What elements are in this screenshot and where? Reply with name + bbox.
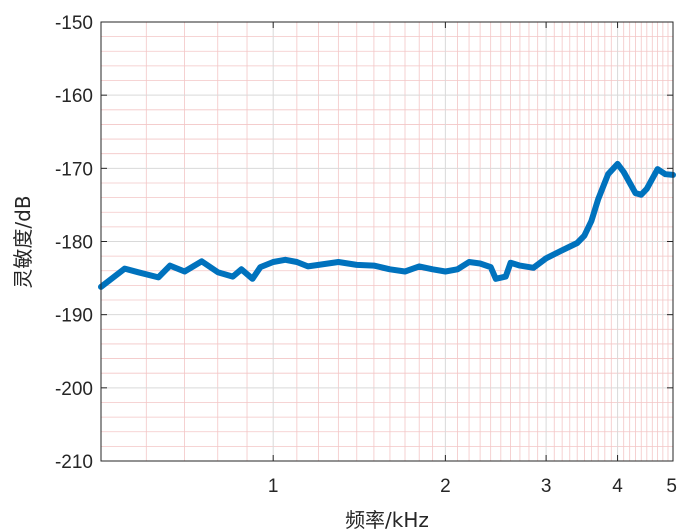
sensitivity-data-point — [315, 262, 322, 268]
sensitivity-data-point — [294, 259, 300, 265]
x-tick-label: 4 — [612, 476, 623, 497]
y-axis-label: 灵敏度/dB — [11, 195, 35, 288]
y-tick-label: -150 — [55, 13, 93, 34]
sensitivity-data-point — [632, 190, 639, 196]
sensitivity-data-point — [416, 263, 422, 269]
sensitivity-data-point — [122, 266, 128, 272]
sensitivity-data-point — [182, 268, 188, 275]
sensitivity-data-point — [238, 266, 244, 272]
y-tick-label: -210 — [55, 452, 93, 473]
sensitivity-data-point — [270, 259, 276, 265]
sensitivity-data-point — [371, 263, 377, 269]
x-tick-label: 1 — [268, 476, 279, 497]
sensitivity-data-point — [387, 266, 393, 272]
x-tick-label: 5 — [666, 476, 677, 497]
sensitivity-data-point — [430, 266, 436, 272]
sensitivity-data-point — [638, 192, 644, 198]
sensitivity-data-point — [402, 268, 408, 275]
sensitivity-data-point — [588, 218, 595, 224]
sensitivity-data-point — [503, 274, 509, 280]
sensitivity-data-point — [282, 257, 288, 263]
sensitivity-data-point — [488, 264, 494, 270]
sensitivity-data-point — [305, 263, 311, 269]
sensitivity-data-point — [517, 263, 523, 269]
sensitivity-data-point — [644, 186, 650, 192]
sensitivity-data-point — [477, 260, 483, 267]
sensitivity-data-point — [574, 240, 580, 246]
sensitivity-data-point — [354, 262, 360, 268]
sensitivity-data-point — [493, 276, 499, 282]
x-tick-label: 3 — [541, 476, 552, 497]
y-tick-label: -200 — [55, 379, 93, 400]
x-axis-label: 频率/kHz — [345, 508, 429, 532]
sensitivity-data-point — [655, 166, 661, 172]
sensitivity-data-point — [559, 247, 565, 253]
sensitivity-data-point — [230, 274, 236, 280]
sensitivity-data-point — [621, 169, 627, 175]
sensitivity-data-point — [595, 196, 601, 202]
y-tick-label: -160 — [55, 86, 93, 107]
sensitivity-data-point — [167, 263, 173, 269]
y-tick-label: -190 — [55, 306, 93, 327]
sensitivity-data-point — [135, 269, 141, 275]
sensitivity-data-point — [257, 264, 263, 270]
sensitivity-data-point — [543, 255, 549, 261]
sensitivity-data-point — [615, 161, 621, 167]
series-layer — [98, 160, 676, 290]
sensitivity-data-point — [442, 268, 448, 275]
y-tick-labels: -210 -200 -190 -180 -170 -160 -150 — [55, 13, 93, 473]
y-tick-label: -180 — [55, 233, 93, 254]
sensitivity-data-point — [155, 274, 161, 280]
sensitivity-data-point — [605, 171, 611, 177]
sensitivity-data-point — [466, 259, 472, 265]
sensitivity-data-point — [335, 259, 341, 265]
x-tick-label: 2 — [440, 476, 451, 497]
sensitivity-data-point — [530, 265, 537, 271]
sensitivity-data-point — [508, 260, 514, 266]
y-tick-label: -170 — [55, 159, 93, 180]
tick-marks — [101, 21, 674, 462]
x-tick-labels: 1 2 3 4 5 — [268, 476, 677, 497]
sensitivity-data-point — [454, 266, 461, 272]
sensitivity-data-point — [199, 258, 205, 264]
sensitivity-data-point — [581, 233, 588, 239]
sensitivity-data-point — [249, 276, 256, 282]
sensitivity-data-point — [662, 171, 669, 177]
sensitivity-data-point — [215, 269, 221, 275]
